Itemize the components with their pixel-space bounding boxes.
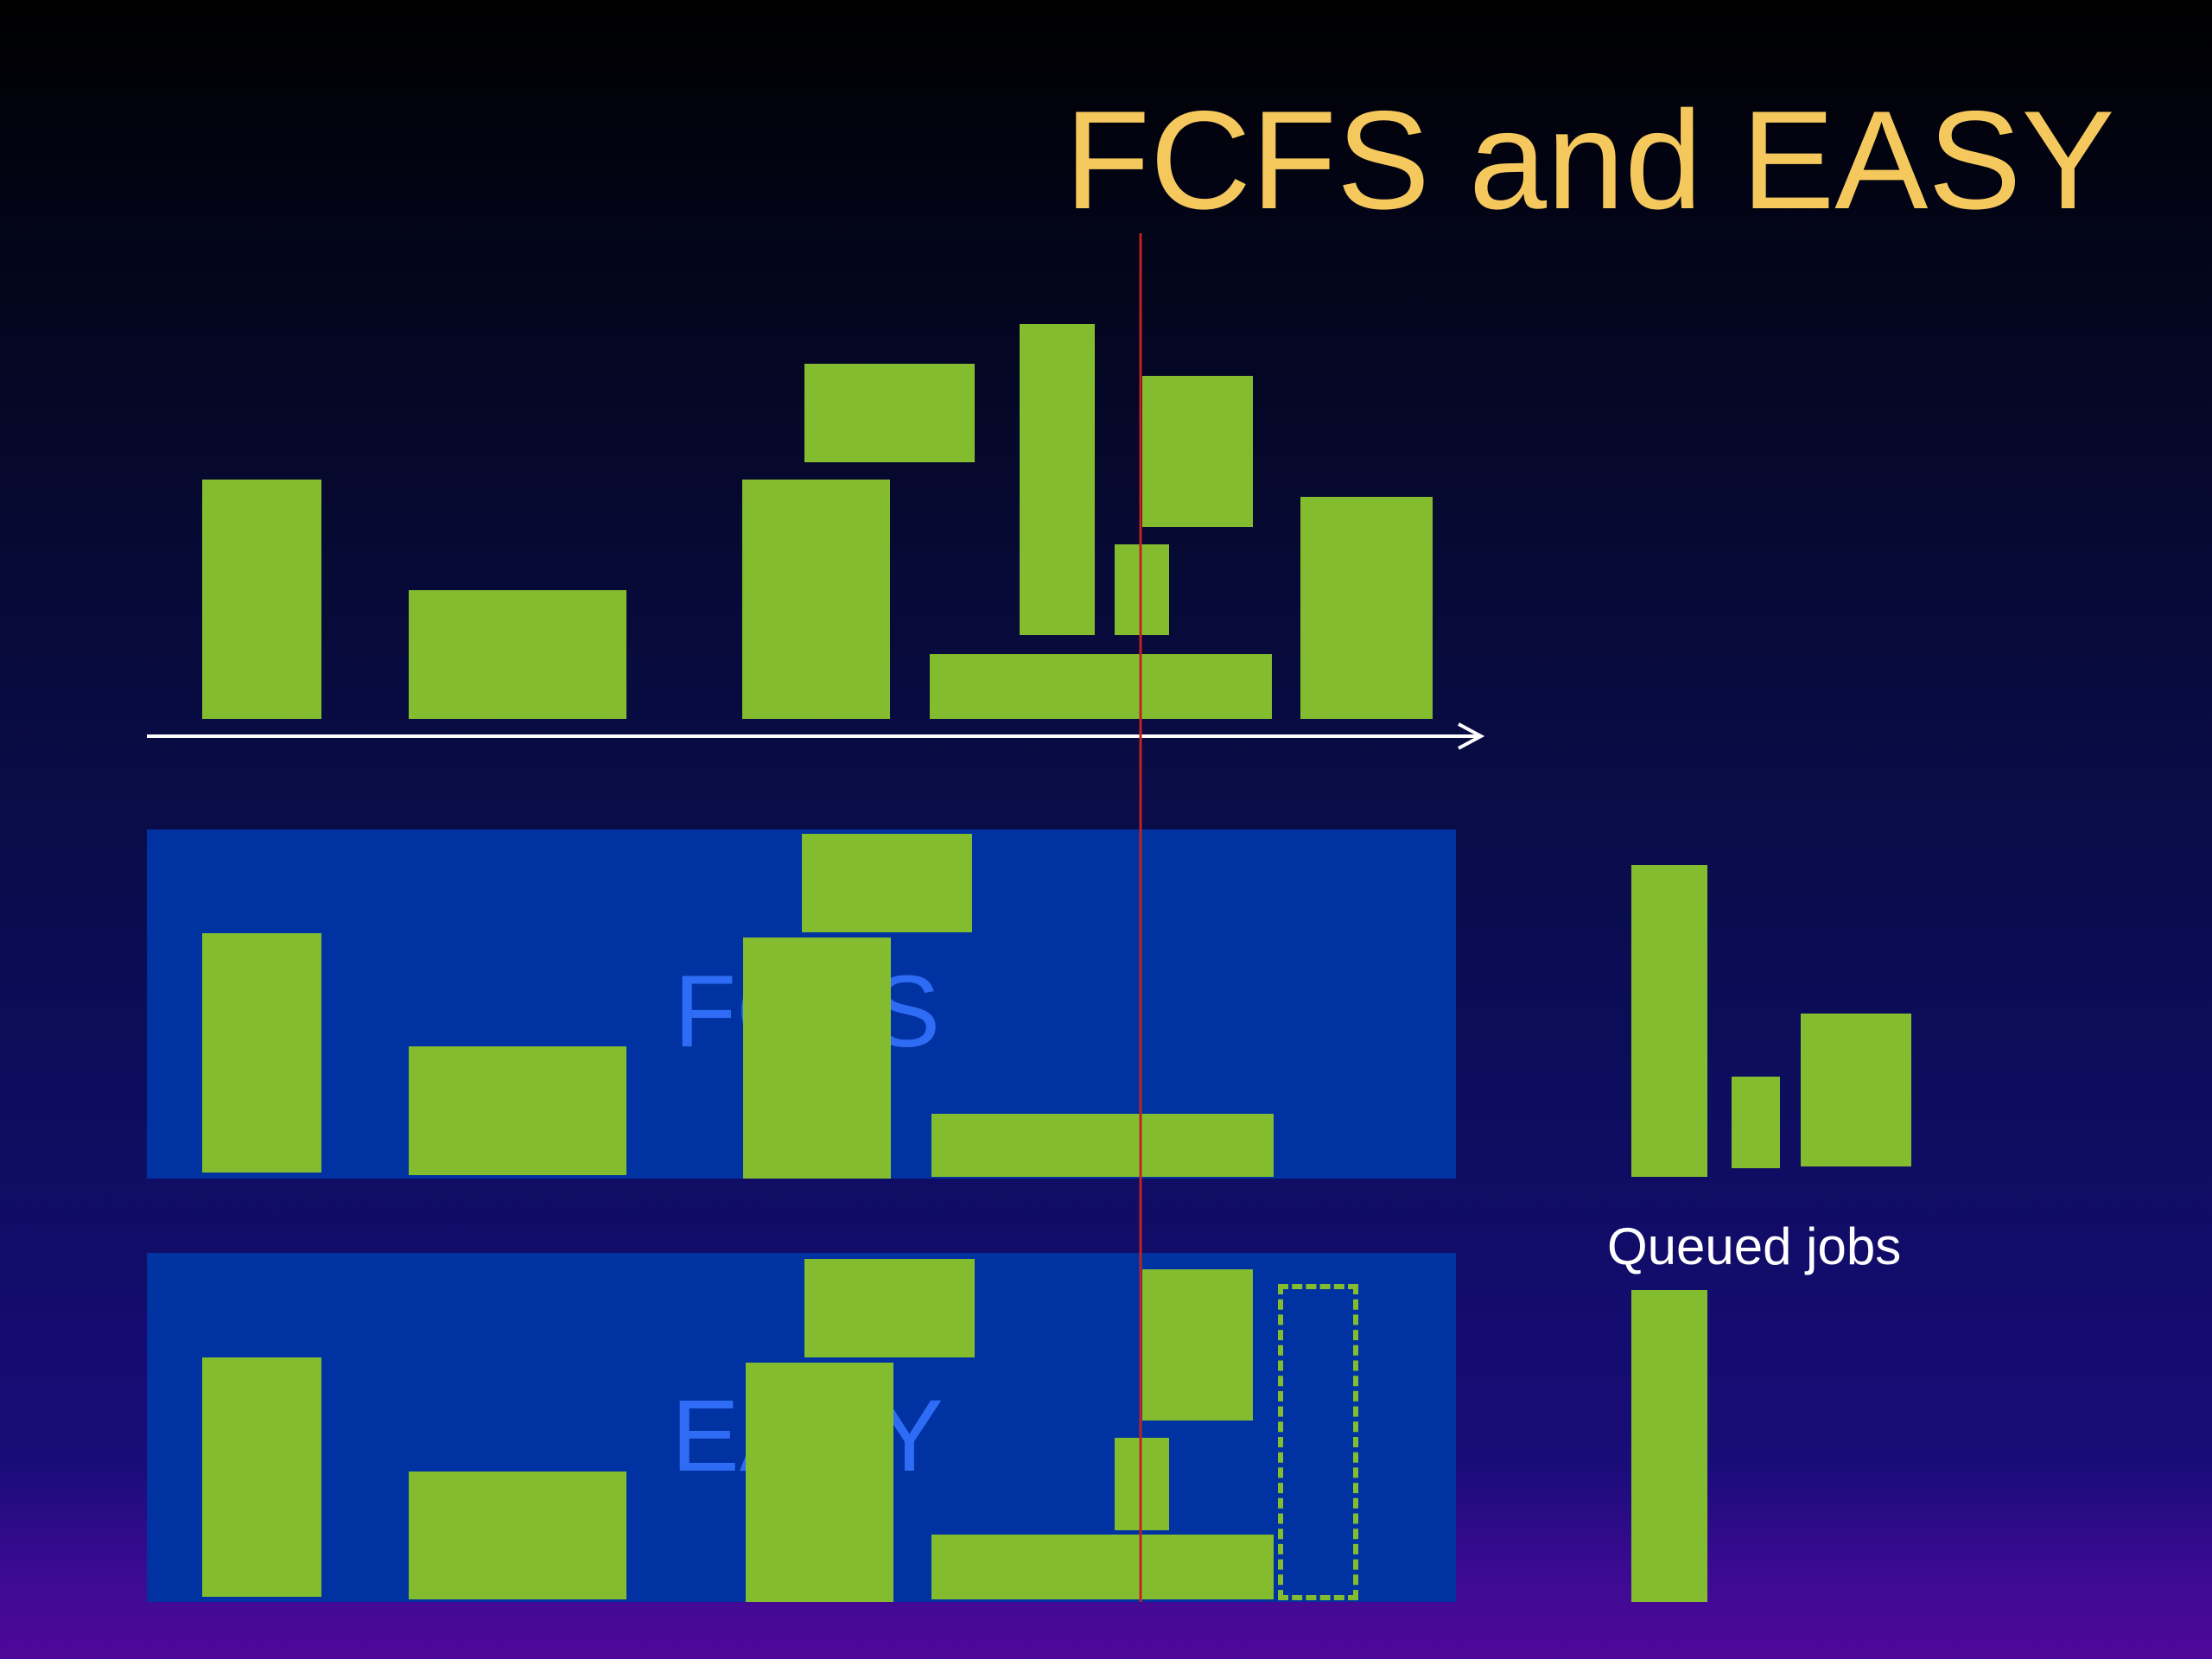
job-block (409, 590, 626, 719)
queued-job-block (1801, 1014, 1911, 1166)
queued-jobs-label: Queued jobs (1607, 1217, 1902, 1275)
slide-title: FCFS and EASY (1065, 82, 2115, 238)
queued-job-block (1631, 1290, 1707, 1602)
job-block (1142, 1269, 1253, 1421)
job-block (1142, 376, 1253, 527)
job-block (804, 364, 975, 462)
job-block (202, 480, 321, 719)
job-block (202, 933, 321, 1173)
job-block (804, 1259, 975, 1357)
queued-job-block (1631, 865, 1707, 1177)
job-block (409, 1046, 626, 1175)
job-block (202, 1357, 321, 1597)
queued-job-block (1732, 1077, 1780, 1168)
reserved-job-outline (1278, 1284, 1358, 1600)
job-block (931, 1114, 1274, 1177)
job-block (930, 654, 1272, 719)
job-block (1020, 324, 1095, 635)
job-block (743, 938, 891, 1179)
job-block (1300, 497, 1433, 719)
job-block (802, 834, 972, 932)
job-block (931, 1535, 1274, 1599)
job-block (409, 1471, 626, 1599)
job-block (746, 1363, 893, 1602)
time-axis-arrowhead (1458, 722, 1485, 750)
job-block (742, 480, 890, 719)
